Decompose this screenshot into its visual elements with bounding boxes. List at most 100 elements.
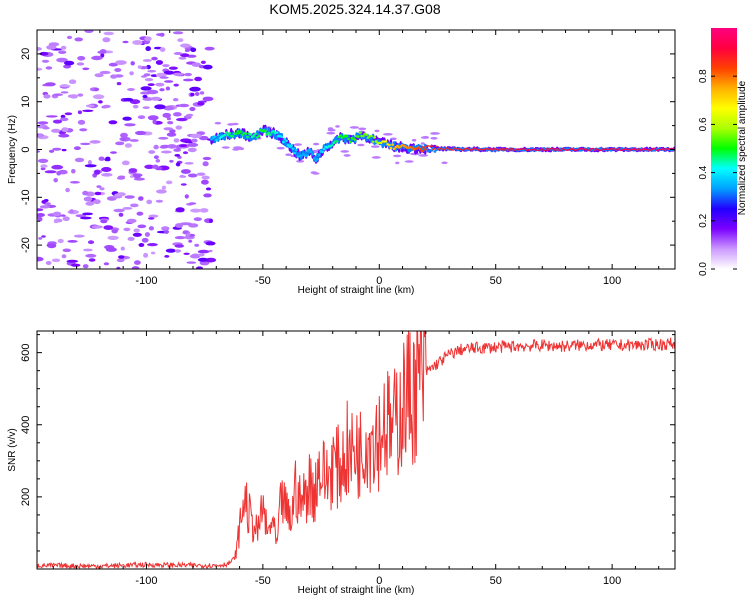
noise-speckle <box>84 30 94 33</box>
noise-speckle <box>93 199 101 205</box>
noise-speckle <box>161 185 167 190</box>
noise-speckle <box>151 56 158 61</box>
noise-speckle <box>61 127 69 133</box>
noise-speckle <box>142 106 150 109</box>
noise-speckle <box>371 145 380 148</box>
noise-speckle <box>57 238 64 244</box>
ridge-cell <box>322 148 326 151</box>
ridge-cell <box>547 149 551 151</box>
noise-speckle <box>73 146 81 151</box>
noise-speckle <box>167 144 177 149</box>
noise-speckle <box>127 88 135 91</box>
noise-speckle <box>188 202 197 205</box>
noise-speckle <box>102 104 111 109</box>
noise-speckle <box>51 164 64 170</box>
ridge-cell <box>347 137 350 141</box>
noise-speckle <box>162 64 170 68</box>
noise-speckle <box>202 156 212 161</box>
noise-speckle <box>189 106 196 112</box>
ridge-cell <box>599 149 603 151</box>
noise-speckle <box>108 120 118 125</box>
noise-speckle <box>153 46 162 50</box>
noise-speckle <box>75 214 87 218</box>
noise-speckle <box>127 236 135 241</box>
ridge-cell <box>505 148 509 150</box>
noise-speckle <box>155 72 167 78</box>
spectrogram-y-tick-label: 0 <box>20 146 32 152</box>
ridge-cell <box>280 135 284 138</box>
noise-speckle <box>164 255 170 258</box>
noise-speckle <box>137 224 147 229</box>
noise-speckle <box>41 200 47 204</box>
ridge-cell <box>436 148 440 151</box>
noise-speckle <box>180 169 191 174</box>
noise-speckle <box>140 86 152 91</box>
noise-speckle <box>43 94 51 99</box>
spectrogram-y-tick-label: 10 <box>20 96 32 108</box>
noise-speckle <box>70 263 81 267</box>
noise-speckle <box>430 137 438 140</box>
noise-speckle <box>124 195 135 199</box>
ridge-cell <box>345 135 349 138</box>
noise-speckle <box>358 127 367 131</box>
noise-speckle <box>120 132 128 138</box>
noise-speckle <box>51 128 61 133</box>
noise-speckle <box>172 72 184 77</box>
noise-speckle <box>193 217 202 222</box>
spectrogram-x-tick-label: 50 <box>490 275 502 287</box>
noise-speckle <box>92 94 105 100</box>
noise-speckle <box>393 154 402 158</box>
noise-speckle <box>44 170 57 174</box>
ridge-cell <box>513 149 517 151</box>
noise-speckle <box>182 78 194 82</box>
noise-speckle <box>174 249 181 253</box>
ridge-cell <box>502 148 505 150</box>
noise-speckle <box>85 253 97 258</box>
noise-speckle <box>189 86 201 92</box>
noise-speckle <box>175 223 184 228</box>
spectrogram-y-tick-label: 20 <box>20 48 32 60</box>
noise-speckle <box>37 158 49 163</box>
noise-speckle <box>39 51 49 56</box>
ridge-cell <box>392 147 396 151</box>
ridge-cell <box>257 134 261 138</box>
noise-speckle <box>182 151 189 155</box>
noise-speckle <box>201 179 209 185</box>
noise-speckle <box>188 239 193 243</box>
noise-speckle <box>310 171 317 174</box>
noise-speckle <box>169 159 174 163</box>
noise-speckle <box>47 243 57 249</box>
ridge-cell <box>653 148 657 150</box>
noise-speckle <box>82 109 94 113</box>
noise-speckle <box>148 217 155 220</box>
noise-speckle <box>165 248 176 253</box>
ridge-cell <box>246 135 249 139</box>
noise-speckle <box>142 59 152 62</box>
ridge-cell <box>231 135 235 138</box>
ridge-cell <box>552 148 556 150</box>
noise-speckle <box>163 70 175 75</box>
noise-speckle <box>191 62 201 67</box>
ridge-cell <box>224 131 228 134</box>
noise-speckle <box>191 138 198 143</box>
ridge-cell <box>420 149 424 153</box>
noise-speckle <box>103 225 114 231</box>
ridge-cell <box>373 136 376 139</box>
noise-speckle <box>142 94 148 99</box>
noise-speckle <box>118 175 126 179</box>
ridge-cell <box>523 148 526 150</box>
noise-speckle <box>169 129 176 134</box>
noise-speckle <box>65 187 70 193</box>
noise-speckle <box>45 115 58 118</box>
noise-speckle <box>123 97 134 102</box>
ridge-cell <box>267 127 271 133</box>
noise-speckle <box>83 196 93 202</box>
noise-speckle <box>199 135 209 141</box>
noise-speckle <box>135 130 147 136</box>
noise-speckle <box>37 133 44 138</box>
ridge-cell <box>268 133 272 136</box>
noise-speckle <box>189 254 201 259</box>
noise-speckle <box>131 266 140 269</box>
noise-speckle <box>88 258 96 262</box>
noise-speckle <box>56 57 68 63</box>
